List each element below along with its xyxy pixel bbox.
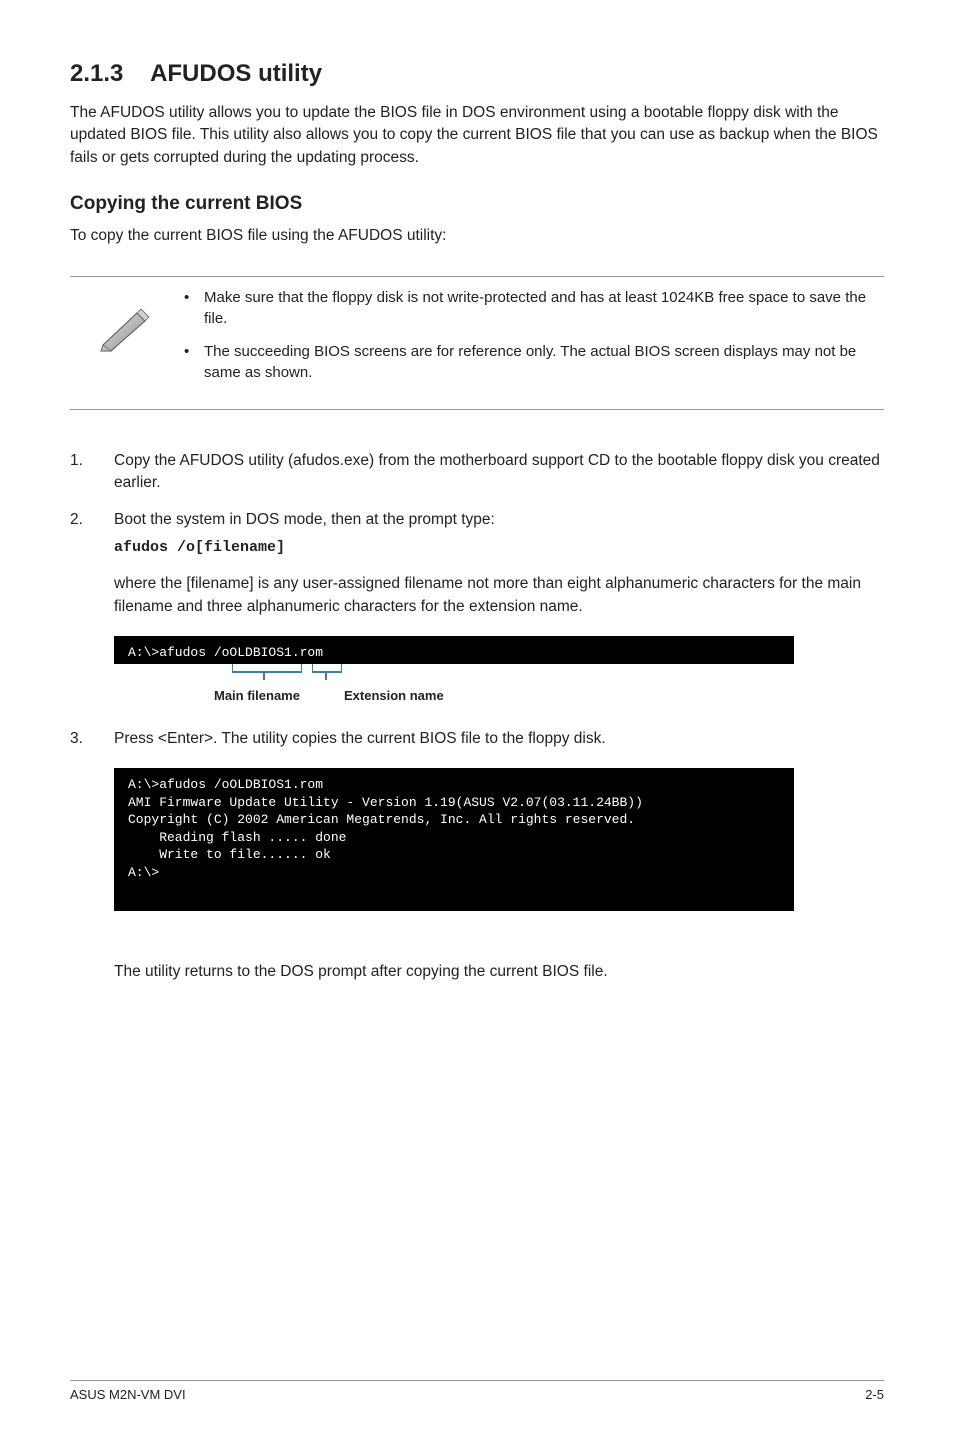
footer-left: ASUS M2N-VM DVI [70,1387,186,1402]
main-filename-label: Main filename [214,688,300,703]
step-text: Boot the system in DOS mode, then at the… [114,511,495,528]
note-icon [70,287,180,353]
section-intro: The AFUDOS utility allows you to update … [70,102,884,169]
page-footer: ASUS M2N-VM DVI 2-5 [70,1380,884,1402]
terminal-line: Copyright (C) 2002 American Megatrends, … [128,812,635,827]
step-text: Copy the AFUDOS utility (afudos.exe) fro… [114,452,880,491]
terminal-output: A:\>afudos /oOLDBIOS1.rom AMI Firmware U… [114,768,794,911]
note-item: The succeeding BIOS screens are for refe… [180,341,874,383]
terminal-line: Write to file...... ok [128,847,331,862]
step-text: Press <Enter>. The utility copies the cu… [114,730,606,747]
copying-lead: To copy the current BIOS file using the … [70,225,884,247]
terminal-line: A:\> [128,865,159,880]
terminal-line: A:\>afudos /oOLDBIOS1.rom [128,645,323,660]
note-item: Make sure that the floppy disk is not wr… [180,287,874,329]
step-item: Copy the AFUDOS utility (afudos.exe) fro… [70,450,884,495]
section-title: 2.1.3 AFUDOS utility [70,60,884,88]
steps-list-cont: Press <Enter>. The utility copies the cu… [70,728,884,750]
step-note: where the [filename] is any user-assigne… [114,573,884,618]
step-code: afudos /o[filename] [114,537,884,559]
terminal-line: A:\>afudos /oOLDBIOS1.rom [128,777,323,792]
main-bracket [232,664,302,684]
copying-heading: Copying the current BIOS [70,193,884,215]
note-box: Make sure that the floppy disk is not wr… [70,276,884,410]
terminal-snippet: A:\>afudos /oOLDBIOS1.rom [114,636,794,664]
section-heading: AFUDOS utility [150,60,322,87]
section-number: 2.1.3 [70,60,123,87]
terminal-line: AMI Firmware Update Utility - Version 1.… [128,795,643,810]
after-copy-text: The utility returns to the DOS prompt af… [114,961,884,983]
step-item: Press <Enter>. The utility copies the cu… [70,728,884,750]
ext-bracket [312,664,342,684]
filename-diagram: Main filename Extension name [114,664,884,710]
note-list: Make sure that the floppy disk is not wr… [180,287,884,395]
footer-right: 2-5 [865,1387,884,1402]
steps-list: Copy the AFUDOS utility (afudos.exe) fro… [70,450,884,618]
extension-name-label: Extension name [344,688,444,703]
step-item: Boot the system in DOS mode, then at the… [70,509,884,618]
terminal-line: Reading flash ..... done [128,830,346,845]
